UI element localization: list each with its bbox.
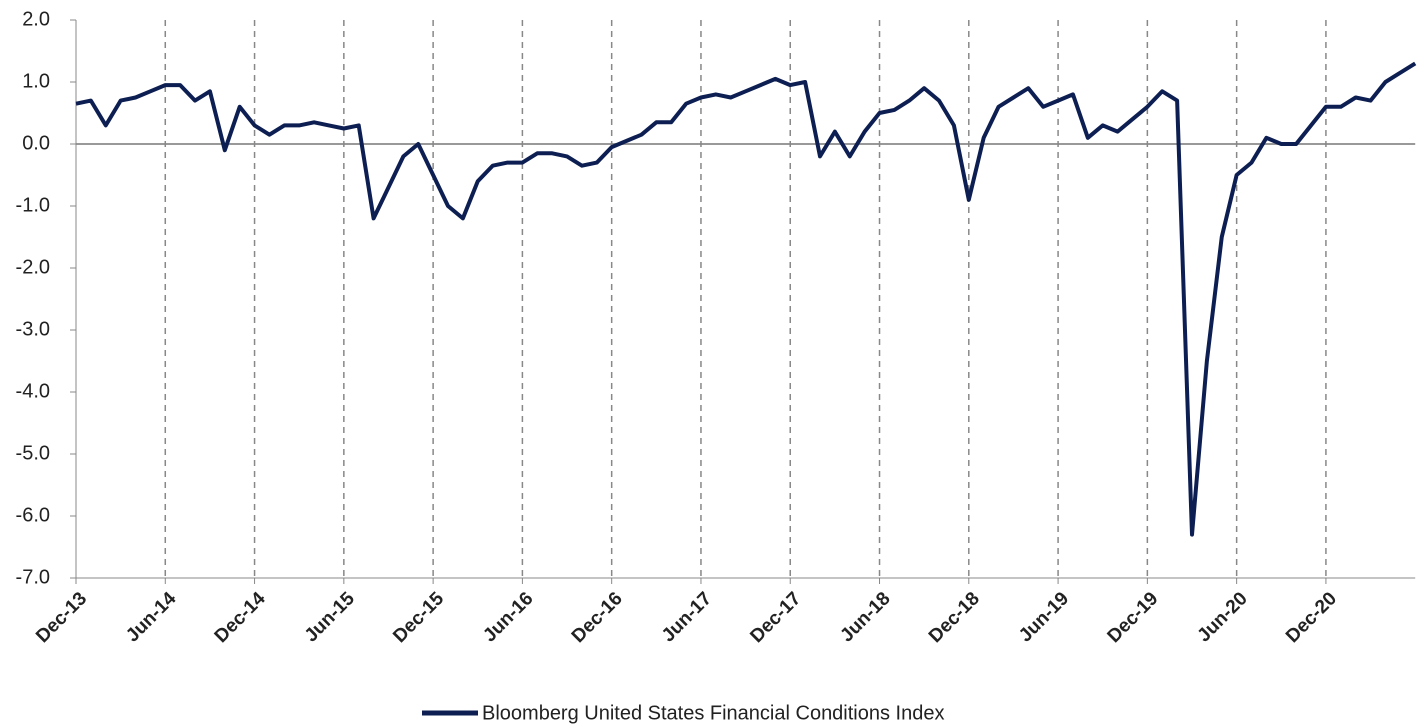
x-tick-label: Jun-16 (479, 588, 537, 646)
y-tick-label: -6.0 (16, 504, 50, 526)
x-tick-label: Dec-13 (32, 588, 91, 647)
x-tick-label: Jun-15 (301, 588, 359, 646)
legend-label: Bloomberg United States Financial Condit… (482, 702, 944, 724)
x-tick-label: Jun-19 (1015, 588, 1073, 646)
y-tick-label: -4.0 (16, 380, 50, 402)
y-tick-label: -3.0 (16, 318, 50, 340)
x-tick-label: Dec-18 (925, 588, 984, 647)
x-tick-label: Jun-20 (1194, 588, 1252, 646)
y-tick-label: -2.0 (16, 256, 50, 278)
x-tick-label: Jun-14 (122, 588, 180, 646)
y-tick-label: -5.0 (16, 442, 50, 464)
x-tick-label: Dec-14 (211, 588, 270, 647)
y-tick-label: -1.0 (16, 194, 50, 216)
x-tick-label: Dec-16 (568, 588, 627, 647)
x-tick-label: Dec-20 (1282, 588, 1341, 647)
x-tick-label: Dec-19 (1104, 588, 1163, 647)
y-tick-label: 0.0 (22, 132, 50, 154)
x-tick-label: Jun-18 (836, 588, 894, 646)
y-tick-label: 2.0 (22, 8, 50, 30)
y-tick-label: -7.0 (16, 566, 50, 588)
x-tick-label: Dec-17 (746, 588, 805, 647)
x-tick-label: Dec-15 (389, 588, 448, 647)
series-line (75, 61, 1417, 537)
x-tick-label: Jun-17 (658, 588, 716, 646)
y-tick-label: 1.0 (22, 70, 50, 92)
